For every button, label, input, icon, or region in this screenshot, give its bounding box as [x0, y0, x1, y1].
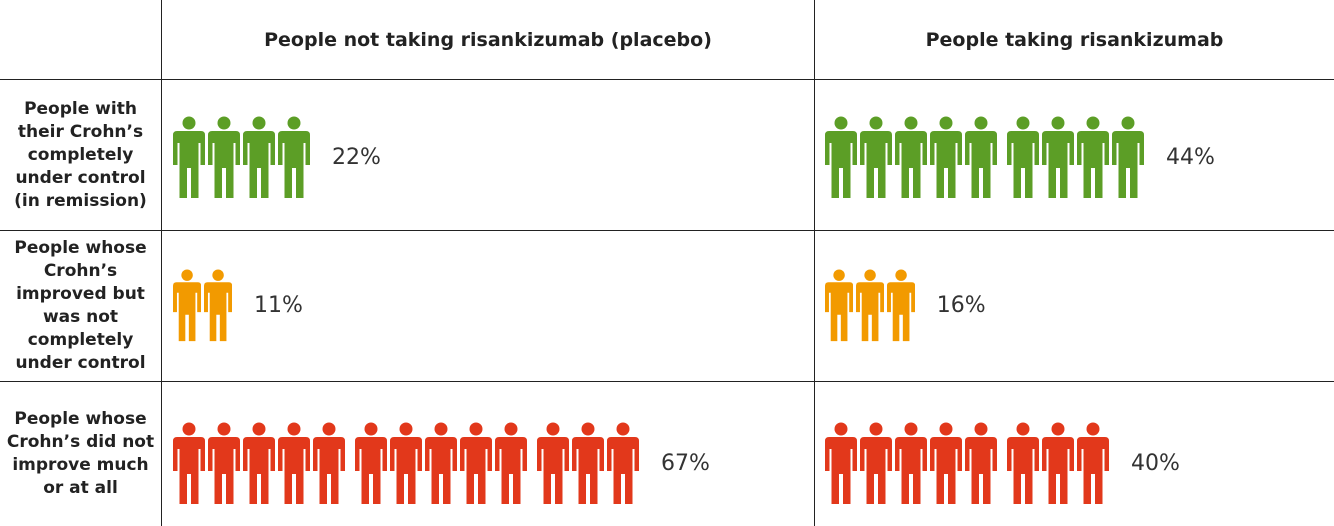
person-icon — [825, 269, 854, 342]
percentage-label: 16% — [936, 293, 986, 318]
person-icon — [1042, 116, 1074, 198]
person-icon — [208, 116, 240, 198]
person-icon — [313, 422, 345, 504]
person-icon — [390, 422, 422, 504]
percentage-label: 22% — [332, 145, 381, 170]
person-icon — [203, 269, 232, 342]
person-icon — [355, 422, 387, 504]
person-icon — [537, 422, 569, 504]
person-icon — [1042, 422, 1074, 504]
person-icon — [930, 422, 962, 504]
person-icon — [173, 116, 205, 198]
person-icon — [208, 422, 240, 504]
person-icon — [895, 422, 927, 504]
percentage-label: 67% — [661, 451, 710, 476]
person-icon — [1007, 422, 1039, 504]
person-icon — [173, 422, 205, 504]
person-icon — [1077, 422, 1109, 504]
person-icon — [278, 422, 310, 504]
person-icon — [243, 422, 275, 504]
person-icon — [460, 422, 492, 504]
person-icon — [895, 116, 927, 198]
person-icon — [173, 269, 202, 342]
percentage-label: 44% — [1166, 145, 1215, 170]
row-divider-1 — [0, 230, 1334, 231]
row-label-not-improved: People whose Crohn’s did not improve muc… — [6, 409, 155, 498]
person-icon — [855, 269, 884, 342]
row-label-remission: People with their Crohn’s completely und… — [14, 98, 147, 211]
person-icon — [1077, 116, 1109, 198]
person-icon — [1007, 116, 1039, 198]
person-icon — [278, 116, 310, 198]
person-icon — [572, 422, 604, 504]
person-icon — [495, 422, 527, 504]
person-icon — [965, 116, 997, 198]
header-divider — [0, 79, 1334, 80]
person-icon — [860, 422, 892, 504]
column-divider-right — [814, 0, 815, 526]
person-icon — [1112, 116, 1144, 198]
person-icon — [886, 269, 915, 342]
column-divider-left — [161, 0, 162, 526]
person-icon — [825, 116, 857, 198]
person-icon — [825, 422, 857, 504]
person-icon — [425, 422, 457, 504]
percentage-label: 11% — [253, 293, 303, 318]
row-divider-2 — [0, 381, 1334, 382]
person-icon — [930, 116, 962, 198]
person-icon — [243, 116, 275, 198]
row-label-improved: People whose Crohn’s improved but was no… — [14, 238, 147, 373]
person-icon — [965, 422, 997, 504]
person-icon — [607, 422, 639, 504]
person-icon — [860, 116, 892, 198]
percentage-label: 40% — [1131, 451, 1180, 476]
column-header-risankizumab: People taking risankizumab — [925, 29, 1224, 51]
column-header-placebo: People not taking risankizumab (placebo) — [264, 29, 712, 51]
